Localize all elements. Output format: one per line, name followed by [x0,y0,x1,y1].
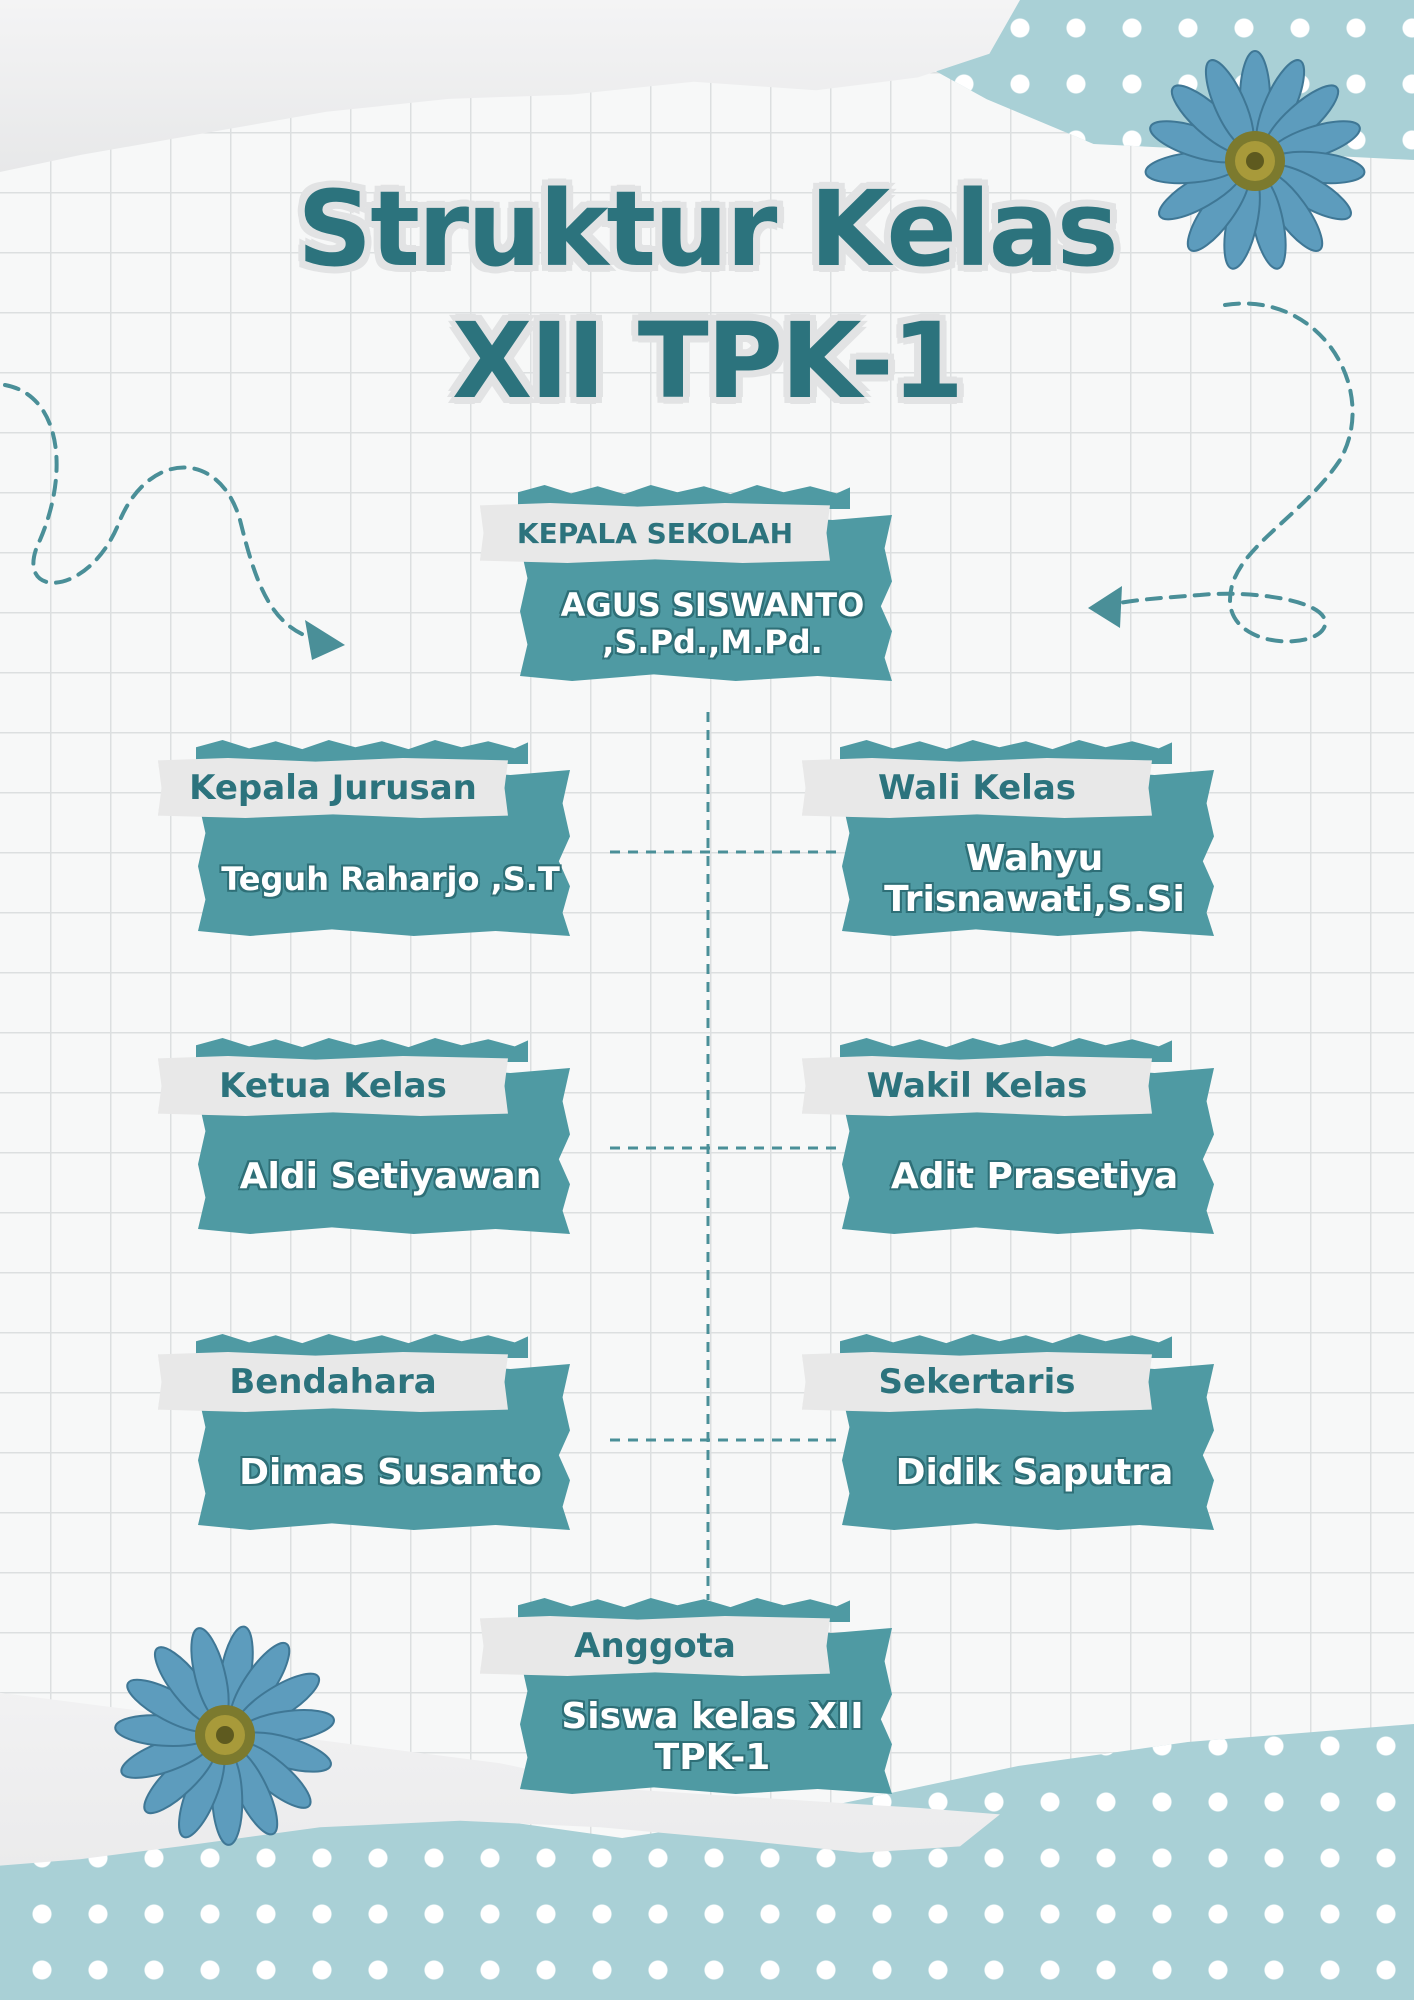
dashed-arrow-icon [3,383,322,642]
node-kepala-sekolah: KEPALA SEKOLAH AGUS SISWANTO ,S.Pd.,M.Pd… [480,485,892,681]
node-anggota: Anggota Siswa kelas XII TPK-1 [480,1598,892,1794]
role-label: Wakil Kelas [802,1056,1152,1116]
flower-icon [114,1625,335,1846]
person-name: Aldi Setiyawan [239,1156,542,1198]
page-title-line-1: Struktur Kelas [297,168,1118,290]
node-sekertaris: Sekertaris Didik Saputra [802,1334,1214,1530]
person-name: Didik Saputra [895,1452,1174,1494]
arrow-head-left [305,620,345,660]
node-kepala-jurusan: Kepala Jurusan Teguh Raharjo ,S.T [158,740,570,936]
node-ketua-kelas: Ketua Kelas Aldi Setiyawan [158,1038,570,1234]
role-label: Wali Kelas [802,758,1152,818]
role-label: KEPALA SEKOLAH [480,503,830,563]
person-name: Adit Prasetiya [890,1156,1179,1198]
person-name: Siswa kelas XII TPK-1 [561,1695,864,1778]
person-name: AGUS SISWANTO ,S.Pd.,M.Pd. [560,586,865,661]
person-name: Wahyu Trisnawati,S.Si [884,837,1185,920]
person-name: Teguh Raharjo ,S.T [221,859,560,898]
page-title-line-2: XII TPK-1 [451,300,964,422]
flower-icon [1144,50,1366,270]
role-label: Bendahara [158,1352,508,1412]
arrow-head-right [1088,586,1122,628]
node-bendahara: Bendahara Dimas Susanto [158,1334,570,1530]
person-name: Dimas Susanto [239,1452,542,1494]
role-label: Anggota [480,1616,830,1676]
role-label: Kepala Jurusan [158,758,508,818]
role-label: Ketua Kelas [158,1056,508,1116]
node-wali-kelas: Wali Kelas Wahyu Trisnawati,S.Si [802,740,1214,936]
node-wakil-kelas: Wakil Kelas Adit Prasetiya [802,1038,1214,1234]
role-label: Sekertaris [802,1352,1152,1412]
dashed-arrow-icon [1108,301,1355,644]
